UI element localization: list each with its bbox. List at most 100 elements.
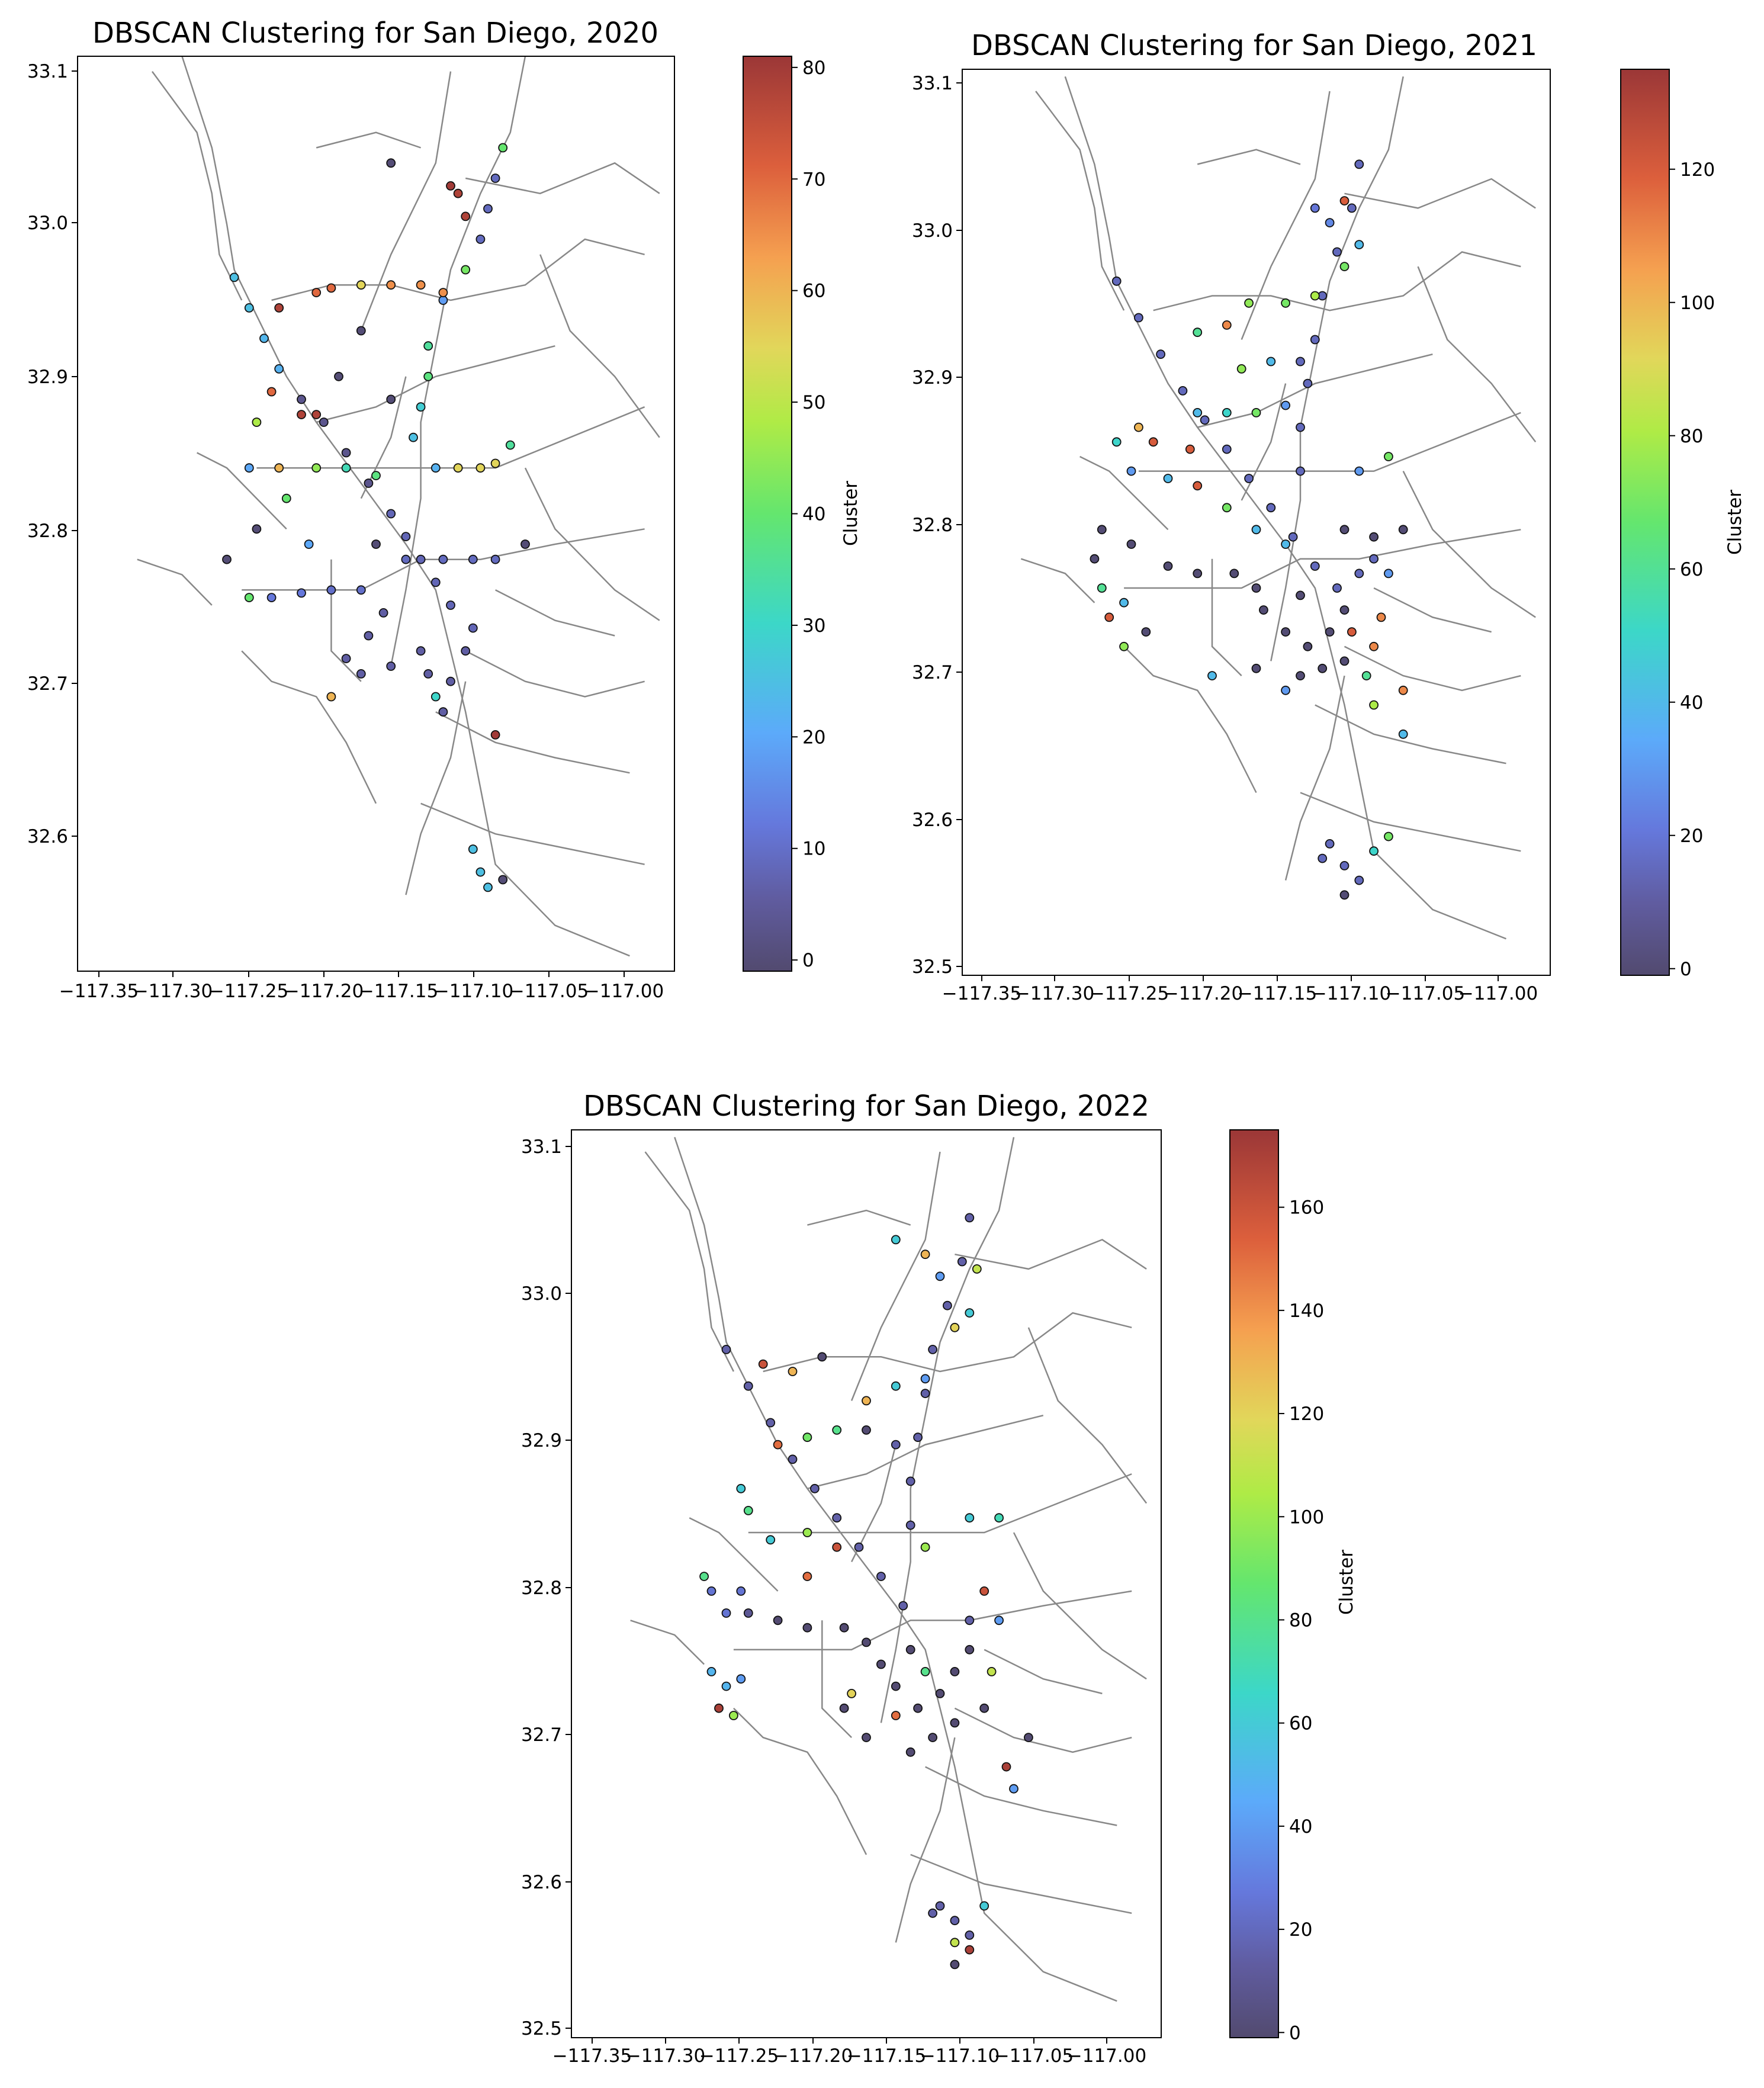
cluster-point: [1104, 612, 1114, 622]
cluster-point: [891, 1235, 901, 1245]
x-tick-label: −117.05: [1386, 983, 1465, 1004]
road-line: [674, 1137, 1117, 2002]
cluster-point: [229, 272, 239, 282]
cluster-point: [972, 1264, 982, 1274]
x-tick-label: −117.35: [552, 2045, 632, 2067]
cluster-point: [839, 1623, 849, 1633]
road-line: [316, 131, 422, 149]
cluster-point: [1163, 561, 1173, 571]
cluster-point: [1229, 568, 1239, 579]
colorbar-2022: [1229, 1129, 1279, 2038]
cluster-point: [1310, 203, 1320, 213]
colorbar-ticks-2020: 0 10 20 30 40 50 60 70 80: [792, 57, 825, 971]
colorbar-tick-label: 0: [1289, 2022, 1301, 2044]
colorbar-tick-label: 10: [802, 839, 825, 860]
cluster-point: [743, 1381, 753, 1391]
cluster-point: [773, 1615, 783, 1626]
colorbar-tick-label: 80: [1289, 1610, 1312, 1631]
cluster-point: [1354, 466, 1364, 476]
road-line: [807, 1209, 911, 1226]
title-2020: DBSCAN Clustering for San Diego, 2020: [92, 17, 658, 50]
cluster-point: [965, 1213, 975, 1223]
cluster-point: [1119, 641, 1129, 651]
cluster-point: [699, 1572, 709, 1582]
cluster-point: [773, 1440, 783, 1450]
road-line: [539, 254, 660, 438]
cluster-points-2021: [1090, 159, 1408, 900]
cluster-point: [788, 1367, 798, 1376]
cluster-point: [950, 1666, 960, 1676]
cluster-point: [1361, 671, 1371, 680]
y-tick-label: 32.6: [521, 1872, 562, 1893]
x-tick-label: −117.05: [509, 981, 589, 1002]
cluster-point: [987, 1666, 997, 1676]
cluster-point: [311, 463, 322, 473]
cluster-point: [1339, 262, 1349, 272]
colorbar-tick-label: 40: [1680, 692, 1703, 714]
cluster-point: [788, 1454, 798, 1464]
cluster-point: [1310, 291, 1320, 301]
cluster-point: [1251, 525, 1261, 535]
cluster-point: [490, 730, 500, 740]
cluster-point: [423, 341, 433, 351]
cluster-point: [1281, 627, 1291, 637]
road-line: [733, 1590, 1132, 1651]
y-tick-label: 33.0: [521, 1283, 562, 1305]
cluster-point: [475, 235, 486, 244]
x-tick-label: −117.25: [699, 2045, 779, 2067]
cluster-point: [1332, 583, 1342, 593]
cluster-point: [1134, 422, 1143, 432]
cluster-point: [891, 1381, 901, 1391]
cluster-point: [416, 402, 426, 412]
cluster-point: [994, 1513, 1004, 1523]
cluster-point: [475, 867, 486, 877]
cluster-point: [965, 1513, 975, 1523]
cluster-point: [920, 1542, 930, 1552]
cluster-point: [1009, 1784, 1018, 1794]
cluster-point: [847, 1688, 856, 1698]
cluster-point: [965, 1945, 975, 1955]
x-tick-label: −117.20: [773, 2045, 853, 2067]
cluster-point: [817, 1352, 827, 1362]
panel-2022: DBSCAN Clustering for San Diego, 2022 −1…: [521, 1090, 1357, 2067]
cluster-point: [928, 1908, 937, 1918]
x-axis-2022: −117.35−117.30−117.25−117.20−117.15−117.…: [552, 2038, 1146, 2067]
cluster-point: [1193, 481, 1203, 491]
colorbar-ticks-2022: 0 20 40 60 80 100 120 140 160: [1278, 1197, 1324, 2044]
y-tick-label: 33.0: [27, 213, 68, 234]
cluster-point: [905, 1520, 915, 1530]
panel-2021: DBSCAN Clustering for San Diego, 2021 −1…: [912, 29, 1746, 1004]
y-tick-label: 33.1: [912, 73, 953, 94]
cluster-point: [1281, 685, 1291, 695]
cluster-points-2022: [699, 1213, 1033, 1970]
road-line: [1241, 91, 1331, 340]
cluster-point: [252, 524, 262, 534]
colorbar-tick-label: 100: [1289, 1506, 1324, 1528]
cluster-point: [1222, 444, 1232, 454]
cluster-point: [1244, 474, 1254, 483]
y-tick-label: 32.7: [912, 662, 953, 683]
y-tick-label: 32.9: [521, 1430, 562, 1451]
cluster-point: [423, 371, 433, 381]
cluster-point: [468, 554, 478, 564]
colorbar-tick-label: 140: [1289, 1300, 1324, 1322]
cluster-point: [876, 1659, 886, 1669]
road-line: [630, 1620, 705, 1665]
cluster-point: [490, 554, 500, 564]
cluster-point: [1347, 627, 1357, 637]
road-line: [1315, 704, 1506, 764]
cluster-point: [1090, 554, 1100, 564]
cluster-point: [862, 1733, 871, 1743]
y-tick-label: 32.8: [27, 521, 68, 542]
colorbar-tick-label: 160: [1289, 1197, 1324, 1219]
colorbar-tick-label: 20: [802, 727, 825, 748]
cluster-point: [950, 1938, 960, 1948]
cluster-point: [891, 1711, 901, 1720]
cluster-point: [950, 1718, 960, 1728]
cluster-point: [979, 1703, 989, 1713]
y-axis-2021: 32.5 32.6 32.7 32.8 32.9 33.0 33.1: [912, 73, 962, 978]
cluster-point: [1001, 1762, 1011, 1772]
cluster-point: [766, 1535, 776, 1545]
road-line: [1270, 76, 1404, 661]
